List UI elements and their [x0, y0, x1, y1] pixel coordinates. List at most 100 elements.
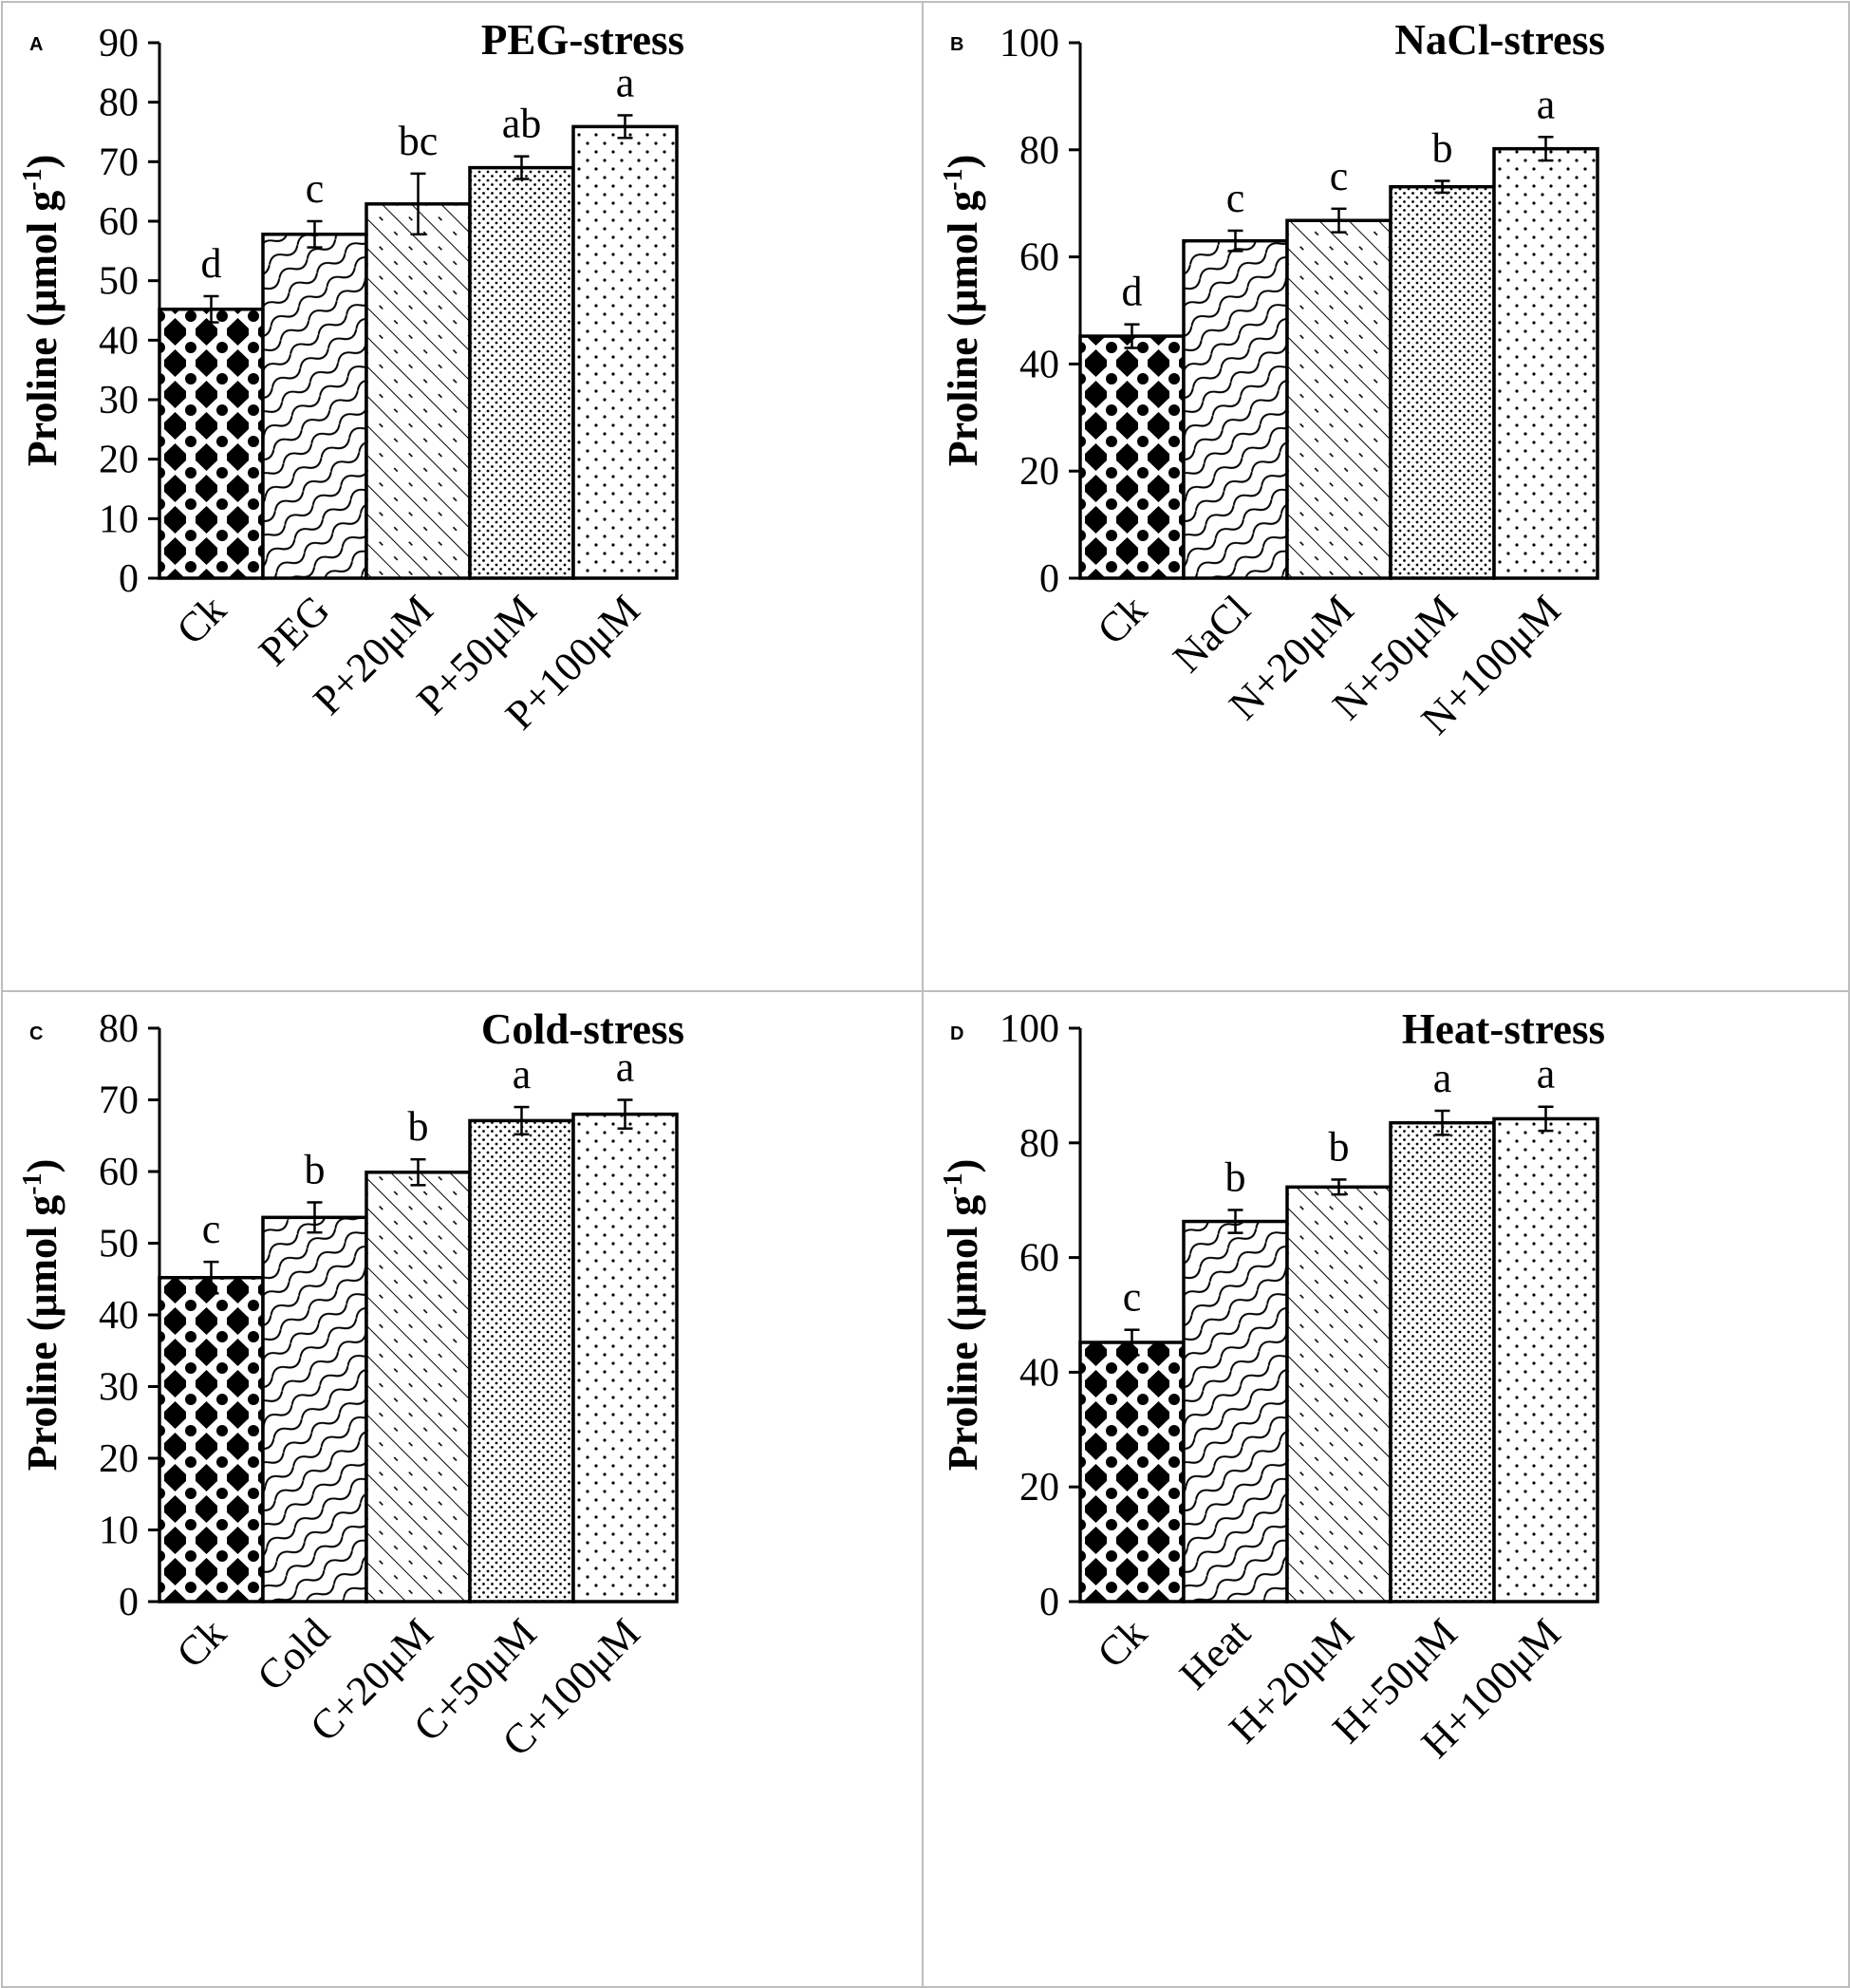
panel-letter: C	[29, 1023, 43, 1044]
y-tick-label: 20	[99, 1437, 139, 1481]
significance-letter: a	[616, 59, 635, 105]
bar-ck	[1078, 1341, 1186, 1604]
error-bar	[1538, 136, 1554, 162]
significance-letter: d	[1122, 269, 1143, 315]
y-tick-label: 10	[99, 1510, 139, 1553]
y-tick-label: 60	[1019, 1237, 1059, 1281]
panel-a: A PEG-stress Proline (μmol g-1) d c bc ab a 0 10 2…	[1, 1, 924, 992]
panel-d: D Heat-stress Proline (μmol g-1) c b b a a 0 20 40…	[922, 990, 1850, 1988]
panel-letter: D	[950, 1023, 963, 1044]
y-tick-label: 90	[99, 22, 139, 66]
bar-c-20-m	[364, 1171, 472, 1604]
y-tick-label: 20	[1019, 1466, 1059, 1510]
y-tick-label: 20	[99, 439, 139, 482]
error-bar	[1227, 1209, 1243, 1234]
bar-nacl	[1182, 238, 1289, 580]
error-bar	[1331, 1178, 1347, 1196]
y-tick-label: 30	[99, 379, 139, 422]
significance-letter: b	[305, 1146, 326, 1192]
bar-c-50-m	[468, 1118, 575, 1604]
x-tick-label: Ck	[168, 1609, 235, 1677]
significance-letter: b	[1225, 1153, 1246, 1200]
error-bar	[1538, 1105, 1554, 1133]
error-bar	[514, 155, 530, 180]
chart-title: Heat-stress	[1402, 1005, 1605, 1053]
bar-p-50-m	[468, 165, 575, 580]
bar-ck	[158, 307, 265, 580]
bar-h-20-m	[1285, 1185, 1392, 1604]
y-tick-label: 30	[99, 1366, 139, 1410]
error-bar	[307, 219, 323, 249]
significance-letter: b	[408, 1103, 429, 1150]
y-tick-label: 60	[1019, 236, 1059, 280]
error-bar	[203, 1260, 219, 1295]
y-axis-label: Proline (μmol g-1)	[939, 155, 986, 467]
significance-letter: a	[513, 1051, 532, 1097]
bar-peg	[261, 233, 368, 580]
chart-title: Cold-stress	[481, 1005, 684, 1053]
bar-ck	[158, 1275, 265, 1604]
x-tick-label: Cold	[248, 1609, 338, 1699]
error-bar	[1124, 1328, 1140, 1357]
significance-letter: ab	[502, 101, 542, 147]
y-tick-label: 40	[1019, 343, 1059, 386]
significance-letter: c	[202, 1206, 221, 1252]
significance-letter: b	[1329, 1123, 1350, 1170]
y-tick-label: 0	[119, 557, 139, 601]
chart-peg-stress: A PEG-stress Proline (μmol g-1) d c bc ab a 0 10 2…	[18, 16, 684, 739]
bar-n-20-m	[1285, 218, 1392, 580]
y-tick-label: 80	[1019, 129, 1059, 173]
x-tick-label: Ck	[1089, 1609, 1156, 1677]
chart-heat-stress: D Heat-stress Proline (μmol g-1) c b b a a 0 20 40…	[939, 1005, 1605, 1767]
chart-title: PEG-stress	[481, 16, 684, 64]
y-tick-label: 70	[99, 141, 139, 184]
y-tick-label: 10	[99, 497, 139, 541]
x-tick-label: PEG	[250, 586, 338, 674]
error-bar	[1331, 207, 1347, 234]
x-tick-label: NaCl	[1164, 586, 1259, 681]
y-tick-label: 0	[1039, 557, 1059, 601]
error-bar	[1434, 1109, 1450, 1136]
chart-nacl-stress: B NaCl-stress Proline (μmol g-1) d c c b a 0 20 40…	[939, 16, 1605, 743]
significance-letter: a	[616, 1044, 635, 1091]
y-axis-label: Proline (μmol g-1)	[939, 1159, 986, 1472]
bar-c-100-m	[571, 1112, 679, 1604]
bar-ck	[1078, 334, 1186, 580]
bar-p-20-m	[364, 202, 472, 580]
y-tick-label: 60	[99, 1151, 139, 1194]
y-tick-label: 40	[1019, 1351, 1059, 1395]
y-tick-label: 40	[99, 319, 139, 363]
significance-letter: a	[1433, 1055, 1452, 1101]
y-tick-label: 100	[1000, 22, 1059, 66]
significance-letter: c	[306, 165, 325, 212]
panel-letter: B	[950, 34, 963, 55]
y-tick-label: 0	[119, 1581, 139, 1624]
error-bar	[410, 172, 426, 236]
significance-letter: c	[1123, 1274, 1142, 1321]
chart-cold-stress: C Cold-stress Proline (μmol g-1) c b b a a 0 10 20…	[18, 1005, 684, 1765]
significance-letter: d	[201, 240, 222, 287]
panel-letter: A	[29, 34, 43, 55]
bar-n-100-m	[1492, 146, 1599, 580]
x-tick-label: Ck	[1089, 586, 1156, 653]
significance-letter: b	[1432, 125, 1453, 172]
significance-letter: a	[1537, 1051, 1556, 1097]
y-tick-label: 70	[99, 1079, 139, 1123]
error-bar	[514, 1105, 530, 1135]
significance-letter: c	[1330, 153, 1349, 199]
error-bar	[410, 1157, 426, 1187]
panel-c: C Cold-stress Proline (μmol g-1) c b b a a 0 10 20…	[1, 990, 924, 1988]
significance-letter: bc	[399, 118, 439, 164]
bar-heat	[1182, 1219, 1289, 1604]
error-bar	[617, 1098, 633, 1130]
error-bar	[1227, 229, 1243, 253]
y-tick-label: 80	[99, 1007, 139, 1051]
error-bar	[203, 294, 219, 324]
bar-h-50-m	[1389, 1120, 1496, 1604]
y-axis-label: Proline (μmol g-1)	[18, 155, 65, 467]
bar-cold	[261, 1215, 368, 1604]
chart-title: NaCl-stress	[1394, 16, 1605, 64]
y-tick-label: 100	[1000, 1007, 1059, 1051]
y-tick-label: 20	[1019, 450, 1059, 494]
error-bar	[307, 1201, 323, 1234]
